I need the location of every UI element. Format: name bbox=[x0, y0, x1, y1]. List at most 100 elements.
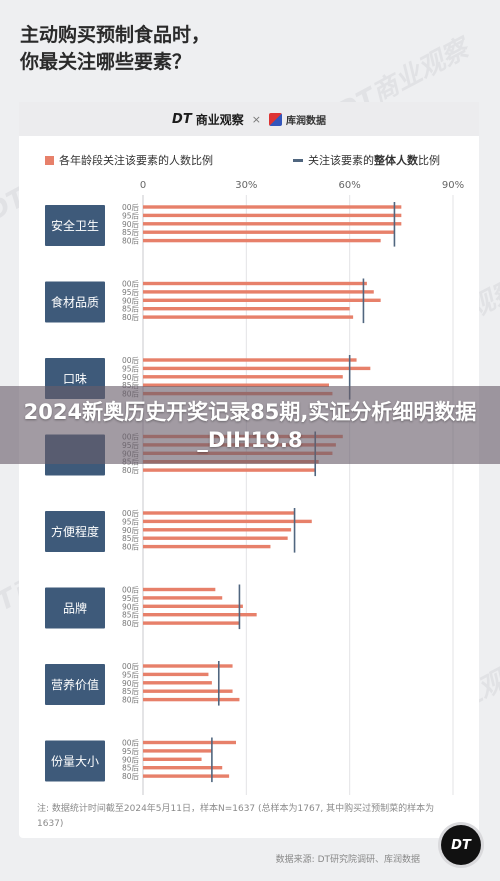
age-group-label: 85后 bbox=[122, 610, 140, 620]
age-group-label: 90后 bbox=[122, 219, 140, 229]
bar bbox=[143, 604, 243, 608]
bar bbox=[143, 213, 402, 218]
legend-line-label: 关注该要素的整体人数比例 bbox=[308, 152, 440, 168]
bar bbox=[143, 366, 371, 371]
bar bbox=[143, 613, 257, 617]
age-group-label: 90后 bbox=[122, 678, 140, 688]
age-group-label: 90后 bbox=[122, 525, 140, 535]
overlay-title: 2024新奥历史开奖记录85期,实证分析细明数据_DIH19.8 bbox=[23, 400, 477, 452]
bar bbox=[143, 281, 367, 286]
bar bbox=[143, 544, 271, 549]
category-label: 安全卫生 bbox=[51, 218, 99, 233]
age-group-label: 90后 bbox=[122, 372, 140, 382]
x-tick-label: 30% bbox=[235, 180, 257, 191]
age-group-label: 80后 bbox=[122, 542, 140, 552]
age-group-label: 95后 bbox=[122, 210, 140, 220]
category-label: 口味 bbox=[63, 372, 87, 386]
category-box bbox=[45, 511, 105, 552]
age-group-label: 80后 bbox=[122, 618, 140, 628]
age-group-label: 00后 bbox=[122, 661, 140, 671]
category-box bbox=[45, 205, 105, 246]
brand-header: DT 商业观察 × 库润数据 bbox=[19, 102, 479, 136]
age-group-label: 85后 bbox=[122, 380, 140, 390]
bar bbox=[143, 358, 357, 362]
bar bbox=[143, 222, 402, 226]
data-source: 数据来源: DT研究院调研、库润数据 bbox=[275, 855, 420, 865]
age-group-label: 80后 bbox=[122, 465, 140, 475]
age-group-label: 80后 bbox=[122, 771, 140, 781]
x-tick-label: 60% bbox=[339, 180, 361, 191]
age-group-label: 00后 bbox=[122, 508, 140, 518]
age-group-label: 90后 bbox=[122, 295, 140, 305]
legend-line-bold: 整体人数 bbox=[374, 154, 418, 167]
bar bbox=[143, 298, 381, 302]
category-box bbox=[45, 740, 105, 782]
bar bbox=[143, 238, 381, 243]
bar bbox=[143, 528, 292, 532]
age-group-label: 80后 bbox=[122, 695, 140, 705]
bar bbox=[143, 672, 209, 677]
bar bbox=[143, 749, 212, 753]
dt-logo: DT 商业观察 bbox=[172, 111, 244, 128]
partner-logo-name: 库润数据 bbox=[285, 115, 326, 127]
age-group-label: 90后 bbox=[122, 754, 140, 764]
category-label: 食材品质 bbox=[51, 295, 99, 310]
bar bbox=[143, 383, 329, 387]
category-box bbox=[45, 664, 105, 705]
bar bbox=[143, 757, 202, 761]
category-label: 营养价值 bbox=[51, 677, 99, 692]
legend-bar-swatch bbox=[45, 155, 54, 165]
bar bbox=[143, 697, 240, 702]
bar bbox=[143, 536, 288, 540]
title-overlay-band bbox=[0, 386, 500, 464]
dt-logo-mark: DT bbox=[172, 111, 192, 127]
bar bbox=[143, 740, 236, 745]
legend-line: 关注该要素的整体人数比例 bbox=[293, 152, 440, 168]
bar bbox=[143, 307, 350, 311]
age-group-label: 95后 bbox=[122, 516, 140, 526]
partner-logo: 库润数据 bbox=[268, 112, 326, 127]
bar bbox=[143, 766, 223, 770]
page-title: 主动购买预制食品时， 你最关注哪些要素？ bbox=[20, 22, 460, 76]
age-group-label: 95后 bbox=[122, 363, 140, 373]
age-group-label: 00后 bbox=[122, 738, 140, 748]
bar bbox=[143, 315, 354, 319]
legend-line-suffix: 比例 bbox=[418, 154, 440, 167]
dt-logo-name: 商业观察 bbox=[195, 112, 244, 127]
brand-separator: × bbox=[251, 112, 261, 126]
category-box bbox=[45, 281, 105, 323]
partner-logo-icon bbox=[268, 112, 282, 126]
legend-bars: 各年龄段关注该要素的人数比例 bbox=[45, 152, 213, 168]
age-group-label: 85后 bbox=[122, 763, 140, 773]
bar bbox=[143, 375, 343, 379]
age-group-label: 00后 bbox=[122, 202, 140, 212]
bar bbox=[143, 511, 295, 515]
title-line-1: 主动购买预制食品时， bbox=[20, 24, 211, 46]
age-group-label: 00后 bbox=[122, 279, 140, 289]
age-group-label: 95后 bbox=[122, 746, 140, 756]
bar bbox=[143, 681, 212, 685]
age-group-label: 85后 bbox=[122, 227, 140, 237]
age-group-label: 90后 bbox=[122, 601, 140, 611]
bar bbox=[143, 519, 312, 524]
bar bbox=[143, 290, 374, 294]
age-group-label: 95后 bbox=[122, 287, 140, 297]
bar bbox=[143, 621, 240, 625]
age-group-label: 85后 bbox=[122, 686, 140, 696]
age-group-label: 00后 bbox=[122, 355, 140, 365]
legend-line-swatch bbox=[293, 158, 303, 162]
category-label: 品牌 bbox=[63, 602, 87, 616]
age-group-label: 95后 bbox=[122, 669, 140, 679]
title-line-2: 你最关注哪些要素？ bbox=[20, 51, 192, 73]
category-label: 方便程度 bbox=[51, 524, 99, 539]
legend-bar-label: 各年龄段关注该要素的人数比例 bbox=[59, 154, 213, 167]
age-group-label: 80后 bbox=[122, 312, 140, 322]
bar bbox=[143, 774, 230, 778]
bar bbox=[143, 468, 316, 472]
bar bbox=[143, 230, 395, 234]
category-label: 份量大小 bbox=[51, 755, 99, 769]
bar bbox=[143, 689, 233, 693]
bar bbox=[143, 205, 402, 209]
age-group-label: 85后 bbox=[122, 304, 140, 314]
x-tick-label: 90% bbox=[442, 180, 464, 191]
